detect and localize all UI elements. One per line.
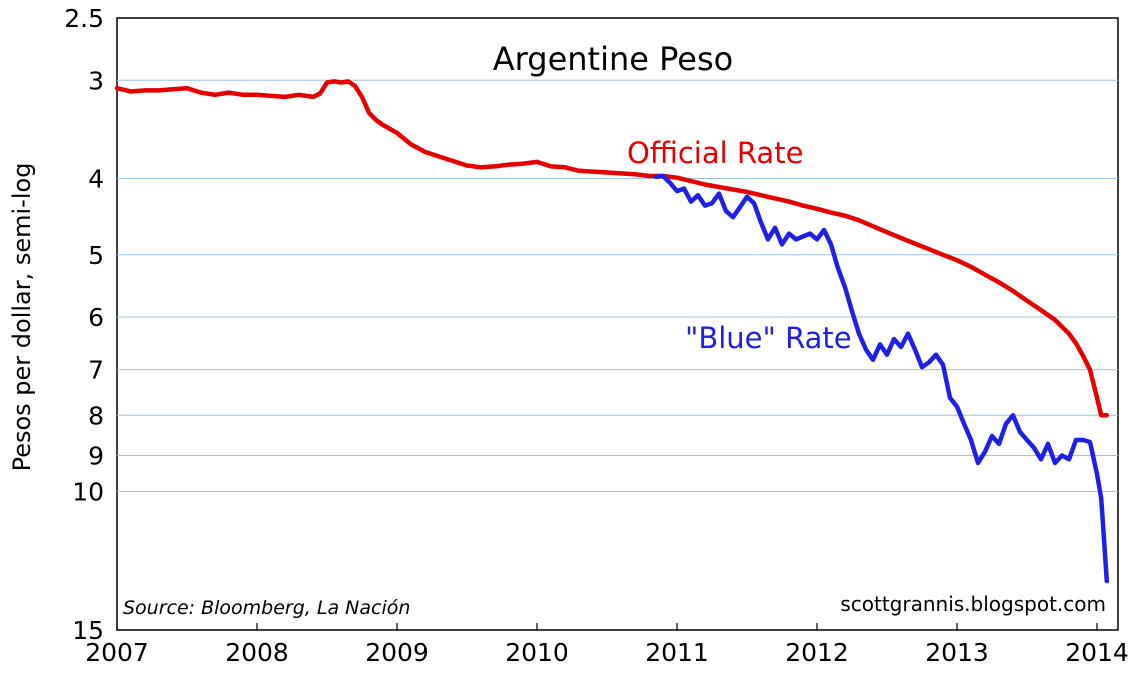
x-tick-label: 2010 — [505, 638, 569, 667]
y-tick-label: 10 — [72, 478, 104, 507]
chart-title: Argentine Peso — [493, 40, 733, 78]
x-tick-label: 2009 — [365, 638, 429, 667]
y-tick-label: 2.5 — [64, 4, 104, 33]
site-credit: scottgrannis.blogspot.com — [840, 592, 1106, 616]
y-tick-label: 8 — [88, 401, 104, 430]
y-tick-label: 6 — [88, 303, 104, 332]
series-line-official-rate — [114, 79, 1110, 418]
x-tick-label: 2014 — [1065, 638, 1129, 667]
series-line-blue-rate — [653, 173, 1110, 584]
y-tick-label: 5 — [88, 241, 104, 270]
y-tick-label: 9 — [88, 442, 104, 471]
x-tick-label: 2008 — [225, 638, 289, 667]
x-axis-ticks: 2007 2008 2009 2010 2011 2012 2013 2014 — [85, 623, 1129, 667]
x-tick-label: 2007 — [85, 638, 149, 667]
y-tick-label: 4 — [88, 165, 104, 194]
series-lines — [114, 79, 1110, 584]
x-tick-label: 2012 — [785, 638, 849, 667]
source-note: Source: Bloomberg, La Nación — [123, 597, 410, 619]
y-axis-ticks: 2.5 3 4 5 6 7 8 9 10 15 — [64, 4, 104, 645]
x-tick-label: 2013 — [925, 638, 989, 667]
annotation-blue-rate: "Blue" Rate — [685, 321, 852, 355]
y-tick-label: 7 — [88, 356, 104, 385]
y-tick-label: 3 — [88, 66, 104, 95]
x-tick-label: 2011 — [645, 638, 709, 667]
y-tick-label: 15 — [72, 616, 104, 645]
y-axis-label: Pesos per dollar, semi-log — [8, 163, 36, 472]
gridlines — [117, 79, 1118, 493]
annotation-official-rate: Official Rate — [627, 136, 803, 170]
plot-area — [116, 17, 1119, 631]
